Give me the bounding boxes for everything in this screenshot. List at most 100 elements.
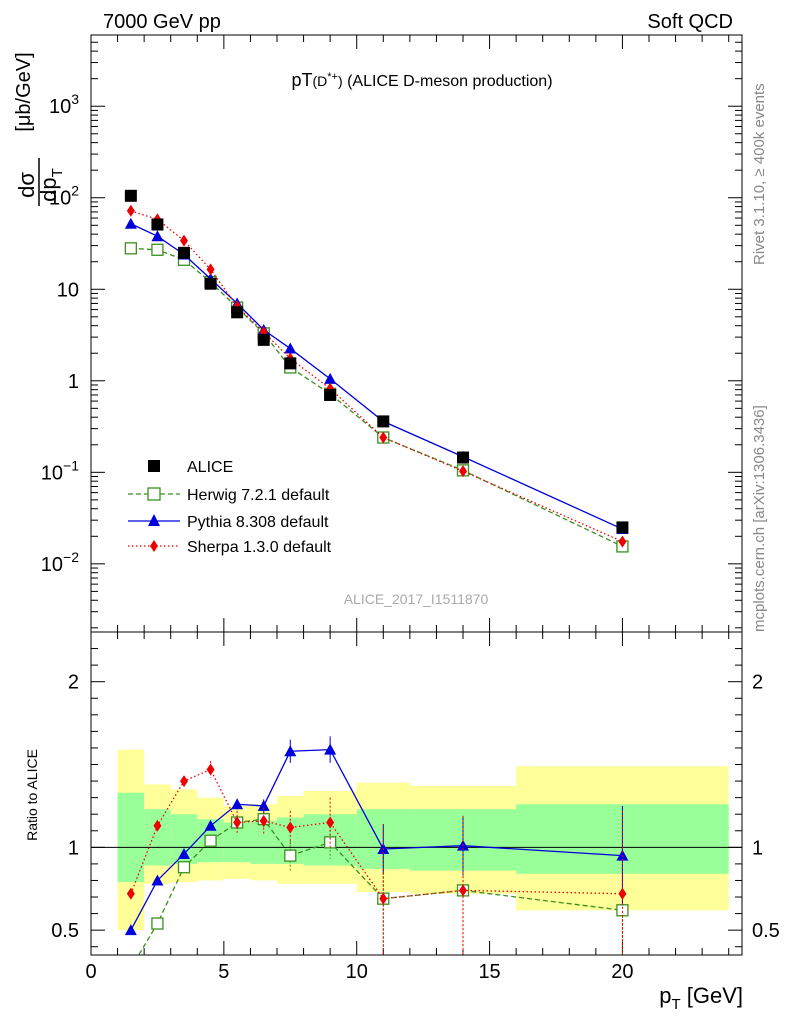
main-point-alice — [616, 521, 629, 534]
ratio-point-sherpa — [259, 814, 268, 827]
main-line-sherpa — [130, 210, 623, 543]
main-point-sherpa — [126, 204, 135, 217]
ratio-y-tick-label-right: 1 — [752, 837, 763, 859]
main-title: pT(D*+) (ALICE D-meson production) — [291, 70, 552, 90]
legend-item-alice: ALICE — [148, 459, 233, 476]
main-y-label: dσ dpT [μb/GeV] — [13, 52, 66, 206]
main-point-alice — [257, 333, 270, 346]
ratio-point-sherpa — [459, 884, 467, 897]
legend-label-sherpa: Sherpa 1.3.0 default — [187, 539, 332, 556]
main-y-tick-label: 10 — [57, 279, 79, 301]
y-label-numerator: dσ — [14, 172, 39, 198]
legend-label-pythia: Pythia 8.308 default — [187, 514, 329, 531]
legend: ALICE Herwig 7.2.1 default Pythia 8.308 … — [128, 459, 332, 556]
main-point-pythia — [151, 230, 164, 242]
ratio-point-herwig — [177, 861, 191, 874]
ratio-point-sherpa — [126, 887, 135, 900]
legend-marker-pythia — [148, 514, 160, 526]
ratio-axis-ticks: 0.5 0.51 12 20 5 10 15 20 — [51, 632, 780, 983]
main-point-alice — [377, 415, 390, 428]
main-y-tick-label: 10−2 — [41, 549, 79, 576]
ratio-series — [124, 736, 629, 955]
ratio-point-pythia — [204, 819, 217, 831]
ratio-point-sherpa — [206, 763, 215, 776]
ratio-point-herwig — [616, 904, 629, 917]
main-point-pythia — [124, 217, 137, 229]
x-tick-label: 0 — [85, 961, 96, 983]
ratio-plot-frame — [90, 631, 743, 956]
legend-label-alice: ALICE — [187, 459, 233, 476]
analysis-watermark: ALICE_2017_I1511870 — [344, 591, 489, 607]
main-line-pythia — [130, 223, 623, 530]
main-axis-ticks: 10−2 10−1 1 10 102 103 — [41, 34, 742, 632]
main-series — [124, 189, 629, 553]
green-band-bin — [250, 820, 277, 864]
main-point-pythia — [284, 342, 297, 354]
ratio-point-pythia — [151, 874, 164, 886]
ratio-point-pythia — [284, 745, 297, 757]
legend-item-sherpa: Sherpa 1.3.0 default — [128, 539, 332, 556]
main-y-tick-label: 102 — [49, 183, 79, 210]
main-point-alice — [178, 246, 190, 259]
ratio-point-herwig — [151, 917, 164, 930]
ratio-point-pythia — [324, 743, 337, 755]
main-y-tick-label: 1 — [68, 371, 79, 393]
ratio-point-sherpa — [326, 816, 335, 829]
ratio-point-sherpa — [618, 887, 627, 900]
main-series-alice — [124, 189, 629, 534]
rivet-label: Rivet 3.1.10, ≥ 400k events — [751, 83, 768, 265]
main-y-tick-label: 103 — [49, 91, 79, 118]
main-y-tick-label: 10−1 — [41, 457, 79, 484]
ratio-point-pythia — [178, 847, 190, 859]
main-point-sherpa — [618, 535, 627, 548]
ratio-point-herwig — [284, 849, 297, 862]
x-tick-label: 5 — [218, 961, 229, 983]
legend-item-herwig: Herwig 7.2.1 default — [128, 487, 330, 504]
x-tick-label: 20 — [611, 961, 633, 983]
ratio-point-sherpa — [153, 819, 162, 832]
ratio-y-tick-label-left: 0.5 — [51, 920, 79, 942]
legend-marker-sherpa — [150, 540, 158, 552]
main-point-alice — [231, 306, 244, 319]
main-point-herwig — [124, 242, 138, 255]
ratio-y-tick-label-left: 1 — [68, 837, 79, 859]
main-point-sherpa — [206, 263, 215, 276]
main-point-alice — [457, 451, 469, 464]
main-series-herwig — [124, 242, 629, 553]
ratio-point-sherpa — [180, 775, 188, 788]
ratio-point-sherpa — [233, 816, 242, 829]
main-point-alice — [204, 277, 217, 290]
legend-label-herwig: Herwig 7.2.1 default — [187, 487, 330, 504]
mcplots-label: mcplots.cern.ch [arXiv:1306.3436] — [751, 405, 768, 632]
main-series-sherpa — [126, 204, 627, 548]
main-point-alice — [284, 357, 297, 370]
ratio-point-pythia — [257, 799, 270, 811]
x-axis-label: pT [GeV] — [659, 983, 743, 1013]
ratio-y-tick-label-left: 2 — [68, 672, 79, 694]
main-point-alice — [324, 388, 337, 401]
legend-marker-alice — [148, 460, 160, 472]
y-label-denominator: dpT — [36, 168, 66, 202]
ratio-point-pythia — [124, 924, 137, 936]
ratio-y-tick-label-right: 0.5 — [752, 920, 780, 942]
main-point-herwig — [151, 243, 164, 256]
legend-item-pythia: Pythia 8.308 default — [128, 514, 329, 531]
legend-marker-herwig — [147, 487, 161, 501]
ratio-point-sherpa — [286, 821, 295, 834]
main-point-pythia — [324, 372, 337, 384]
main-point-alice — [151, 218, 164, 231]
main-point-sherpa — [180, 234, 188, 247]
ratio-point-herwig — [204, 834, 217, 847]
ratio-point-pythia — [231, 798, 244, 810]
green-band-bin — [117, 792, 145, 883]
y-label-unit: [μb/GeV] — [13, 52, 35, 131]
header-left: 7000 GeV pp — [103, 11, 221, 33]
main-point-alice — [124, 189, 137, 202]
green-band-bin — [144, 809, 171, 866]
ratio-point-sherpa — [379, 892, 388, 905]
ratio-series-sherpa — [126, 761, 627, 955]
x-tick-label: 10 — [346, 961, 368, 983]
x-tick-label: 15 — [478, 961, 500, 983]
ratio-y-tick-label-right: 2 — [752, 672, 763, 694]
